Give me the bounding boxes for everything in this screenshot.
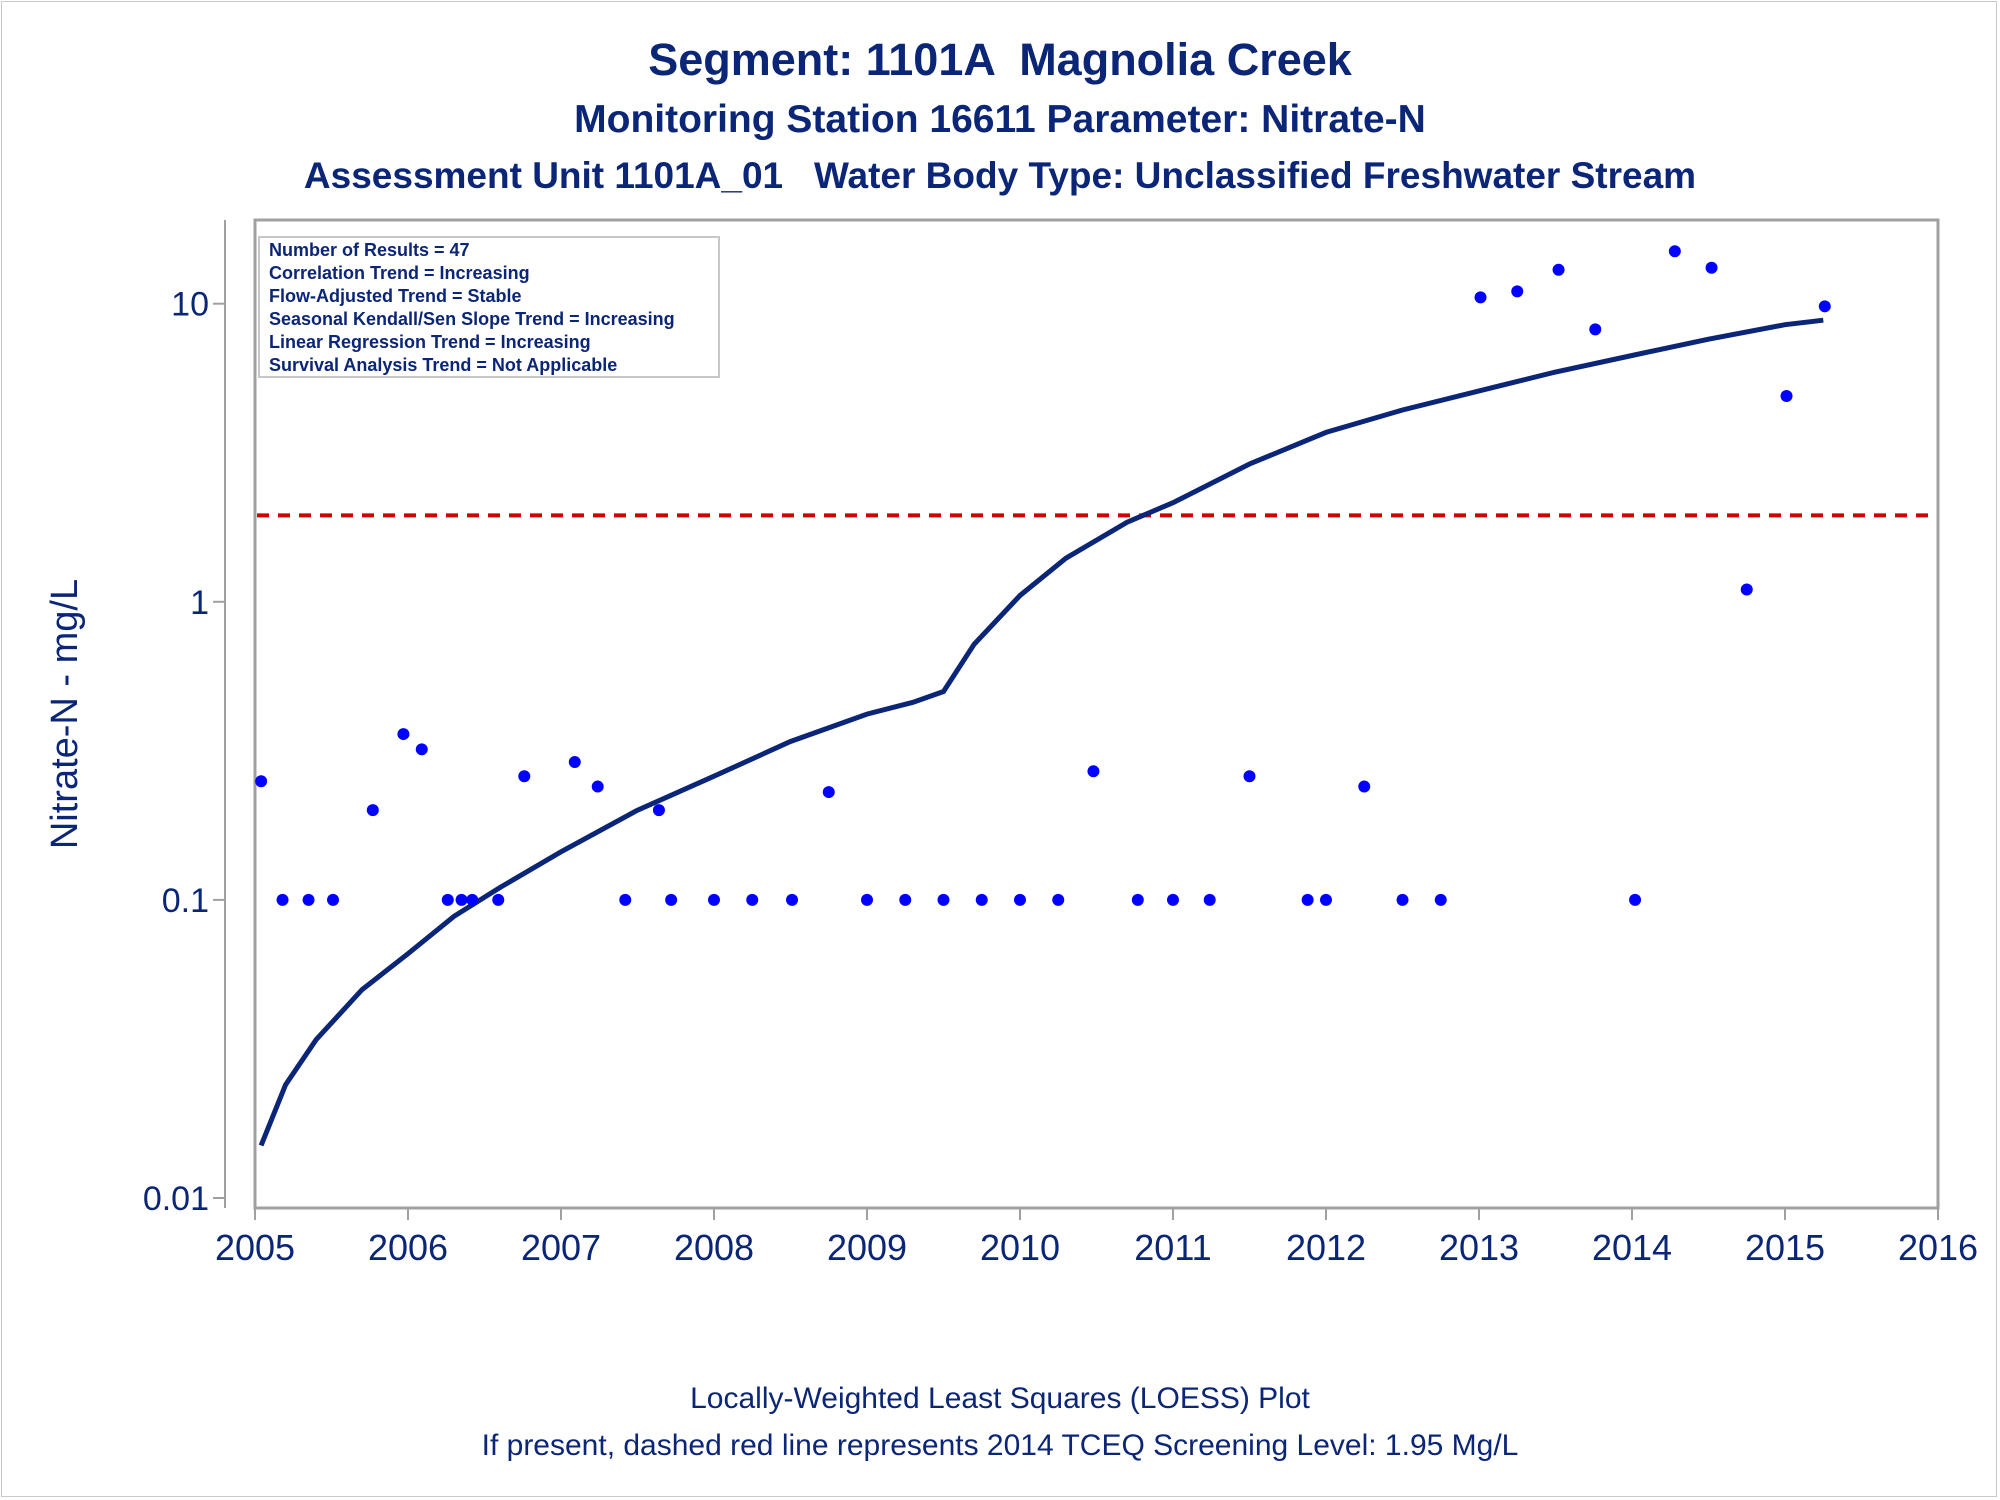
x-axis: 2005 2006 2007 2008 2009 2010 2011 2012 2013 2014… xyxy=(215,1207,1978,1268)
data-point xyxy=(441,893,454,906)
data-point xyxy=(937,893,950,906)
data-point xyxy=(1474,291,1487,304)
data-point xyxy=(1087,765,1100,778)
data-point xyxy=(1396,893,1409,906)
data-point xyxy=(1818,300,1831,313)
x-tick-label: 2007 xyxy=(521,1227,601,1268)
legend-entry: Seasonal Kendall/Sen Slope Trend = Incre… xyxy=(269,309,675,329)
x-tick-label: 2008 xyxy=(674,1227,754,1268)
data-point xyxy=(397,728,410,741)
x-tick-label: 2016 xyxy=(1898,1227,1978,1268)
x-tick-label: 2006 xyxy=(368,1227,448,1268)
x-tick-label: 2015 xyxy=(1745,1227,1825,1268)
data-point xyxy=(1552,263,1565,276)
data-point xyxy=(1589,323,1602,336)
data-point xyxy=(1740,583,1753,596)
y-tick-label: 10 xyxy=(171,286,209,324)
data-point xyxy=(327,893,340,906)
footnote-screening-level: If present, dashed red line represents 2… xyxy=(481,1429,1519,1462)
x-tick-label: 2010 xyxy=(980,1227,1060,1268)
data-point xyxy=(1358,780,1371,793)
data-point xyxy=(1243,770,1256,783)
data-point xyxy=(899,893,912,906)
chart-subtitle-station: Monitoring Station 16611 Parameter: Nitr… xyxy=(574,98,1426,141)
data-point xyxy=(1301,893,1314,906)
data-point xyxy=(255,775,268,788)
data-point xyxy=(1167,893,1179,906)
data-point xyxy=(492,893,505,906)
data-point xyxy=(1629,893,1642,906)
data-point xyxy=(455,893,468,906)
data-point xyxy=(366,804,379,817)
x-tick-label: 2005 xyxy=(215,1227,295,1268)
footnote-loess: Locally-Weighted Least Squares (LOESS) P… xyxy=(690,1382,1310,1415)
x-tick-label: 2013 xyxy=(1439,1227,1519,1268)
data-point xyxy=(568,756,581,769)
data-point xyxy=(1014,893,1026,906)
legend-entry: Linear Regression Trend = Increasing xyxy=(269,332,591,352)
legend-entry: Flow-Adjusted Trend = Stable xyxy=(269,286,522,306)
trend-legend: Number of Results = 47 Correlation Trend … xyxy=(258,236,720,378)
y-tick-label: 0.1 xyxy=(162,882,209,920)
data-point xyxy=(1705,261,1718,274)
legend-entry: Number of Results = 47 xyxy=(269,240,470,260)
loess-curve xyxy=(258,317,1824,1147)
chart-title: Segment: 1101A Magnolia Creek xyxy=(648,34,1352,85)
data-point xyxy=(415,743,428,756)
data-point xyxy=(1780,390,1793,403)
data-point xyxy=(302,893,315,906)
y-tick-label: 0.01 xyxy=(143,1180,209,1218)
y-axis-label: Nitrate-N - mg/L xyxy=(44,579,86,849)
data-point xyxy=(466,893,479,906)
x-tick-label: 2011 xyxy=(1134,1227,1211,1268)
chart-subtitle-assessment: Assessment Unit 1101A_01 Water Body Type… xyxy=(303,155,1697,196)
data-point xyxy=(1668,245,1681,258)
data-point xyxy=(861,893,873,906)
legend-entry: Survival Analysis Trend = Not Applicable xyxy=(269,355,617,375)
y-axis: 0.01 0.1 1 10 xyxy=(143,220,226,1218)
data-point xyxy=(518,770,531,783)
data-point xyxy=(1131,893,1144,906)
data-point xyxy=(1434,893,1447,906)
x-tick-label: 2014 xyxy=(1592,1227,1672,1268)
data-point xyxy=(276,893,289,906)
data-point xyxy=(975,893,988,906)
data-point xyxy=(708,893,720,906)
data-point xyxy=(1203,893,1216,906)
data-point xyxy=(619,893,632,906)
y-tick-label: 1 xyxy=(190,584,209,622)
data-point xyxy=(591,780,604,793)
data-point xyxy=(1511,285,1524,298)
data-point xyxy=(1052,893,1065,906)
x-tick-label: 2012 xyxy=(1286,1227,1366,1268)
data-point xyxy=(746,893,759,906)
data-points xyxy=(255,245,1831,906)
data-point xyxy=(652,804,665,817)
legend-entry: Correlation Trend = Increasing xyxy=(269,263,530,283)
data-point xyxy=(822,786,835,799)
data-point xyxy=(665,893,678,906)
data-point xyxy=(1320,893,1332,906)
data-point xyxy=(786,893,799,906)
x-tick-label: 2009 xyxy=(827,1227,907,1268)
